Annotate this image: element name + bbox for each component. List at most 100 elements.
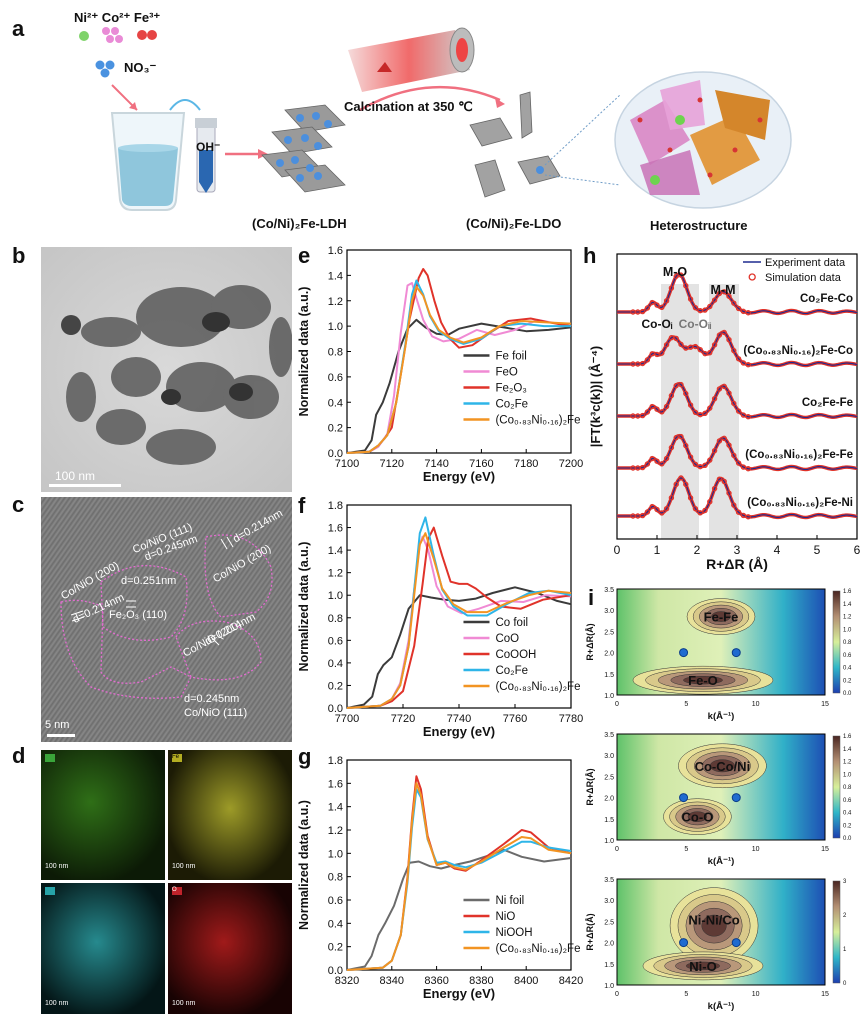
legend-label: Fe₂O₃ [495,383,527,395]
y-tick-label: 1.0 [328,590,343,602]
simulation-point [654,302,660,308]
simulation-point [663,403,670,410]
y-tick-label: 0.2 [328,680,343,692]
colorbar-label: 1.4 [843,602,852,608]
legend-label: NiOOH [495,927,532,939]
colorbar-label: 0.6 [843,798,852,804]
y-tick-label: 0.0 [328,965,343,977]
simulation-point [649,503,655,510]
y-tick-label: 3.5 [604,877,614,884]
y-tick-label: 0.2 [328,942,343,954]
x-tick-label: 15 [821,991,829,998]
x-axis-label: k(Å⁻¹) [708,711,735,722]
heterostructure-label: Heterostructure [650,218,748,233]
simulation-point [697,510,703,516]
simulation-point [663,342,670,348]
eds-scale-4: 100 nm [172,1000,196,1007]
y-tick-label: 0.4 [328,658,343,670]
y-tick-label: 3.0 [604,898,614,905]
simulation-point [678,381,684,388]
wavelet-dot [679,793,689,803]
peak-label: Fe-Fe [704,610,739,625]
simulation-point [687,402,694,408]
map-frame [616,878,826,986]
y-tick-label: 2.5 [604,774,614,781]
y-tick-label: 1.0 [328,321,343,333]
series-line [346,782,572,971]
hrtem-ann-5: d=0.251nm [121,575,177,587]
x-axis-label: Energy (eV) [423,469,495,484]
legend-label: Experiment data [765,257,846,269]
ldo-label: (Co/Ni)₂Fe-LDO [466,216,562,231]
y-tick-label: 1.2 [328,568,343,580]
x-tick-label: 8400 [514,975,538,987]
simulation-point [731,452,737,459]
y-tick-label: 0.8 [328,872,343,884]
panel-label-h: h [583,243,597,268]
x-axis-label: k(Å⁻¹) [708,1001,735,1012]
series-line [346,318,572,454]
simulation-point [663,455,670,462]
xanes-chart-co: 7700 7720 7740 7760 7780 0.0 0.2 0.4 0.6 0.8 1.0 1.… [297,500,583,739]
exafs-chart: 0 1 2 3 4 5 6 R+ΔR (Å) |FT(k³c(k))| (Å⁻⁴) Co₂Fe-C… [588,253,861,572]
x-tick-label: 7180 [514,458,538,470]
mm-band [709,284,739,539]
x-tick-label: 5 [684,846,688,853]
simulation-point [683,442,689,449]
simulation-point [711,297,718,303]
y-tick-label: 0.4 [328,397,343,409]
simulation-point [692,409,699,416]
colorbar-label: 1.0 [843,772,852,778]
simulation-point [745,465,751,472]
xanes-chart-ni: 8320 8340 8360 8380 8400 8420 0.0 0.2 0.4 0.6 0.8 1… [297,755,583,1001]
y-axis-label: Normalized data (a.u.) [297,800,311,930]
co-co-contour [709,759,735,773]
simulation-point [707,405,713,411]
y-tick-label: 1.6 [328,523,343,535]
y-tick-label: 2.5 [604,919,614,926]
simulation-point [683,345,689,351]
co-ion-icon [102,27,123,43]
series-line [346,586,572,709]
wavelet-dot [731,793,741,803]
y-axis-label: |FT(k³c(k))| (Å⁻⁴) [588,346,603,447]
y-tick-label: 1.8 [328,500,343,512]
x-tick-label: 7200 [559,458,583,470]
simulation-point [668,392,675,399]
simulation-point [716,386,723,392]
annotation-mm: M-M [711,283,736,297]
y-tick-label: 0.4 [328,918,343,930]
peak-label: Co-Co/Ni [695,759,751,774]
simulation-point [639,464,646,471]
ni-ion-icon [79,31,89,41]
y-tick-label: 3.0 [604,753,614,760]
simulation-point [649,455,655,462]
simulation-point [702,350,708,357]
simulation-point [711,342,718,348]
colorbar-label: 0.4 [843,811,852,817]
simulation-point [740,360,747,366]
simulation-point [721,289,727,295]
simulation-point [702,507,708,514]
simulation-point [735,305,742,312]
y-tick-label: 1.2 [328,825,343,837]
ions-label: Ni²⁺ Co²⁺ Fe³⁺ [74,10,161,25]
y-tick-label: 1.0 [328,848,343,860]
legend-label: FeO [495,367,517,379]
legend-label: (Co₀.₈₃Ni₀.₁₆)₂Fe [495,681,580,693]
simulation-point [721,478,727,485]
ldh-label: (Co/Ni)₂Fe-LDH [252,216,347,231]
simulation-point [697,346,703,353]
hrtem-scale-label: 5 nm [45,719,70,731]
simulation-point [659,510,665,516]
simulation-point [740,412,747,418]
legend-swatch [748,273,756,281]
simulation-point [716,438,723,444]
colorbar-label: 0.8 [843,640,852,646]
y-tick-label: 2.0 [604,651,614,658]
series-line [346,775,572,971]
colorbar [832,880,841,984]
colorbar-label: 1.4 [843,747,852,753]
x-tick-label: 7720 [391,713,415,725]
x-tick-label: 7780 [559,713,583,725]
